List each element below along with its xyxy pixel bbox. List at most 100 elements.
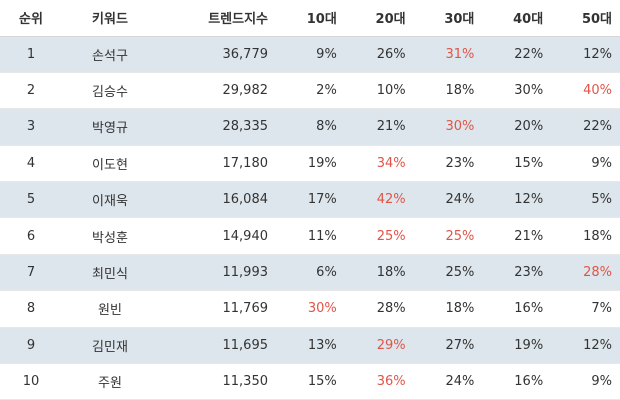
cell-age-40s: 15% [482,145,552,183]
cell-keyword: 이재욱 [62,181,158,219]
cell-age-50s: 7% [551,290,620,328]
cell-trend-index: 11,695 [158,327,276,365]
cell-age-10s: 19% [276,145,345,183]
cell-age-50s: 12% [551,327,620,365]
cell-trend-index: 36,779 [158,36,276,73]
cell-keyword: 김민재 [62,327,158,365]
cell-age-10s: 13% [276,327,345,365]
cell-age-20s: 10% [344,72,414,110]
cell-age-30s: 23% [413,145,483,183]
cell-age-10s: 2% [276,72,345,110]
cell-age-50s: 5% [551,181,620,219]
cell-rank: 3 [0,108,62,146]
table-body: 1 손석구 36,779 9% 26% 31% 22% 12% 2 김승수 29,982 2% 10% 1… [0,36,620,400]
cell-age-10s: 11% [276,217,345,255]
cell-age-10s: 30% [276,290,345,328]
cell-age-40s: 19% [482,327,552,365]
cell-age-10s: 9% [276,36,345,73]
cell-age-40s: 16% [482,363,552,400]
header-rank: 순위 [0,0,62,37]
header-age-30s: 30대 [413,0,483,37]
cell-keyword: 박영규 [62,108,158,146]
cell-keyword: 박성훈 [62,217,158,255]
cell-trend-index: 11,350 [158,363,276,400]
table-row: 5 이재욱 16,084 17% 42% 24% 12% 5% [0,181,620,219]
table-row: 2 김승수 29,982 2% 10% 18% 30% 40% [0,72,620,110]
table-row: 1 손석구 36,779 9% 26% 31% 22% 12% [0,36,620,73]
cell-trend-index: 17,180 [158,145,276,183]
cell-age-20s: 28% [344,290,414,328]
table-row: 8 원빈 11,769 30% 28% 18% 16% 7% [0,290,620,328]
cell-rank: 1 [0,36,62,73]
cell-age-20s: 21% [344,108,414,146]
cell-age-30s: 18% [413,290,483,328]
cell-age-40s: 20% [482,108,552,146]
cell-age-50s: 12% [551,36,620,73]
cell-age-30s: 30% [413,108,483,146]
cell-age-40s: 16% [482,290,552,328]
header-age-40s: 40대 [482,0,552,37]
table-header: 순위 키워드 트렌드지수 10대 20대 30대 40대 50대 [0,0,620,37]
cell-age-10s: 8% [276,108,345,146]
cell-keyword: 김승수 [62,72,158,110]
cell-age-50s: 9% [551,145,620,183]
cell-keyword: 손석구 [62,36,158,73]
cell-age-40s: 30% [482,72,552,110]
table-row: 9 김민재 11,695 13% 29% 27% 19% 12% [0,327,620,365]
cell-keyword: 최민식 [62,254,158,292]
cell-rank: 6 [0,217,62,255]
table-row: 3 박영규 28,335 8% 21% 30% 20% 22% [0,108,620,146]
header-age-10s: 10대 [276,0,345,37]
cell-trend-index: 16,084 [158,181,276,219]
cell-age-30s: 24% [413,363,483,400]
cell-age-10s: 15% [276,363,345,400]
cell-rank: 2 [0,72,62,110]
cell-age-40s: 22% [482,36,552,73]
cell-keyword: 원빈 [62,290,158,328]
table-row: 4 이도현 17,180 19% 34% 23% 15% 9% [0,145,620,183]
cell-age-20s: 25% [344,217,414,255]
cell-trend-index: 28,335 [158,108,276,146]
cell-age-30s: 25% [413,254,483,292]
cell-trend-index: 11,993 [158,254,276,292]
cell-age-20s: 34% [344,145,414,183]
cell-trend-index: 14,940 [158,217,276,255]
cell-age-50s: 18% [551,217,620,255]
cell-trend-index: 11,769 [158,290,276,328]
cell-age-40s: 21% [482,217,552,255]
cell-age-40s: 12% [482,181,552,219]
table-row: 6 박성훈 14,940 11% 25% 25% 21% 18% [0,217,620,255]
cell-rank: 8 [0,290,62,328]
cell-age-20s: 26% [344,36,414,73]
table-row: 7 최민식 11,993 6% 18% 25% 23% 28% [0,254,620,292]
cell-age-30s: 25% [413,217,483,255]
header-age-50s: 50대 [551,0,620,37]
header-age-20s: 20대 [344,0,414,37]
cell-age-50s: 22% [551,108,620,146]
cell-age-20s: 29% [344,327,414,365]
cell-age-30s: 27% [413,327,483,365]
cell-age-10s: 17% [276,181,345,219]
cell-age-40s: 23% [482,254,552,292]
cell-rank: 5 [0,181,62,219]
cell-age-20s: 42% [344,181,414,219]
cell-trend-index: 29,982 [158,72,276,110]
cell-age-50s: 40% [551,72,620,110]
cell-age-30s: 31% [413,36,483,73]
cell-age-20s: 18% [344,254,414,292]
header-keyword: 키워드 [62,0,158,37]
cell-rank: 7 [0,254,62,292]
cell-rank: 4 [0,145,62,183]
cell-age-10s: 6% [276,254,345,292]
cell-rank: 10 [0,363,62,400]
cell-rank: 9 [0,327,62,365]
cell-age-20s: 36% [344,363,414,400]
table-row: 10 주원 11,350 15% 36% 24% 16% 9% [0,363,620,400]
cell-keyword: 주원 [62,363,158,400]
header-trend-index: 트렌드지수 [158,0,276,37]
header-row: 순위 키워드 트렌드지수 10대 20대 30대 40대 50대 [0,0,620,37]
cell-keyword: 이도현 [62,145,158,183]
cell-age-50s: 28% [551,254,620,292]
cell-age-50s: 9% [551,363,620,400]
